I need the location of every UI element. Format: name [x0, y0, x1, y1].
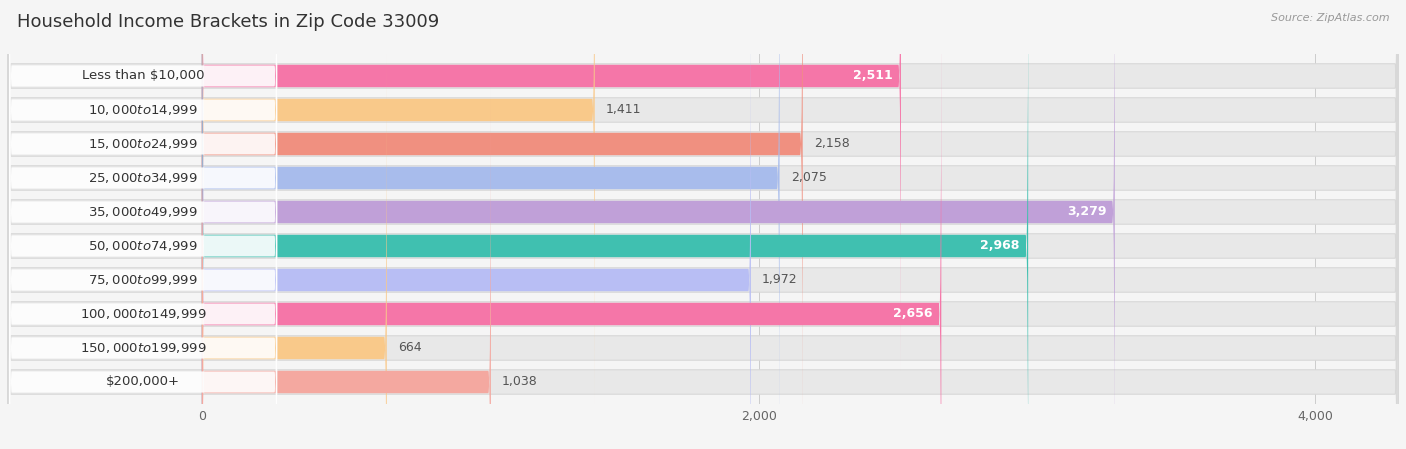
FancyBboxPatch shape: [8, 0, 1398, 449]
FancyBboxPatch shape: [10, 18, 277, 449]
Text: 2,158: 2,158: [814, 137, 849, 150]
FancyBboxPatch shape: [202, 87, 491, 449]
Text: $50,000 to $74,999: $50,000 to $74,999: [89, 239, 198, 253]
FancyBboxPatch shape: [8, 0, 1398, 449]
Text: Source: ZipAtlas.com: Source: ZipAtlas.com: [1271, 13, 1389, 23]
Text: $15,000 to $24,999: $15,000 to $24,999: [89, 137, 198, 151]
FancyBboxPatch shape: [202, 0, 751, 449]
Text: 2,075: 2,075: [790, 172, 827, 185]
FancyBboxPatch shape: [10, 0, 277, 405]
Text: Less than $10,000: Less than $10,000: [82, 70, 204, 83]
FancyBboxPatch shape: [10, 0, 277, 371]
FancyBboxPatch shape: [202, 53, 387, 449]
FancyBboxPatch shape: [8, 20, 1398, 449]
Text: 3,279: 3,279: [1067, 206, 1107, 219]
Text: $35,000 to $49,999: $35,000 to $49,999: [89, 205, 198, 219]
Text: $200,000+: $200,000+: [107, 375, 180, 388]
FancyBboxPatch shape: [8, 0, 1398, 449]
FancyBboxPatch shape: [8, 0, 1398, 449]
FancyBboxPatch shape: [8, 0, 1398, 404]
FancyBboxPatch shape: [202, 0, 1115, 449]
FancyBboxPatch shape: [8, 0, 1398, 449]
Text: Household Income Brackets in Zip Code 33009: Household Income Brackets in Zip Code 33…: [17, 13, 439, 31]
FancyBboxPatch shape: [10, 0, 277, 440]
FancyBboxPatch shape: [10, 87, 277, 449]
FancyBboxPatch shape: [202, 0, 779, 449]
FancyBboxPatch shape: [8, 54, 1398, 449]
Text: $100,000 to $149,999: $100,000 to $149,999: [80, 307, 207, 321]
Text: 1,411: 1,411: [606, 103, 641, 116]
FancyBboxPatch shape: [202, 0, 595, 405]
FancyBboxPatch shape: [10, 0, 277, 449]
FancyBboxPatch shape: [10, 0, 277, 449]
Text: 2,511: 2,511: [853, 70, 893, 83]
FancyBboxPatch shape: [8, 0, 1398, 449]
Text: $10,000 to $14,999: $10,000 to $14,999: [89, 103, 198, 117]
Text: 664: 664: [398, 342, 422, 355]
FancyBboxPatch shape: [202, 0, 803, 439]
FancyBboxPatch shape: [202, 0, 901, 371]
FancyBboxPatch shape: [10, 53, 277, 449]
Text: 2,656: 2,656: [893, 308, 934, 321]
FancyBboxPatch shape: [10, 0, 277, 449]
FancyBboxPatch shape: [202, 19, 941, 449]
Text: 2,968: 2,968: [980, 239, 1019, 252]
FancyBboxPatch shape: [202, 0, 1028, 449]
Text: 1,038: 1,038: [502, 375, 537, 388]
Text: $150,000 to $199,999: $150,000 to $199,999: [80, 341, 207, 355]
Text: 1,972: 1,972: [762, 273, 797, 286]
Text: $25,000 to $34,999: $25,000 to $34,999: [89, 171, 198, 185]
Text: $75,000 to $99,999: $75,000 to $99,999: [89, 273, 198, 287]
FancyBboxPatch shape: [8, 0, 1398, 438]
FancyBboxPatch shape: [10, 0, 277, 449]
